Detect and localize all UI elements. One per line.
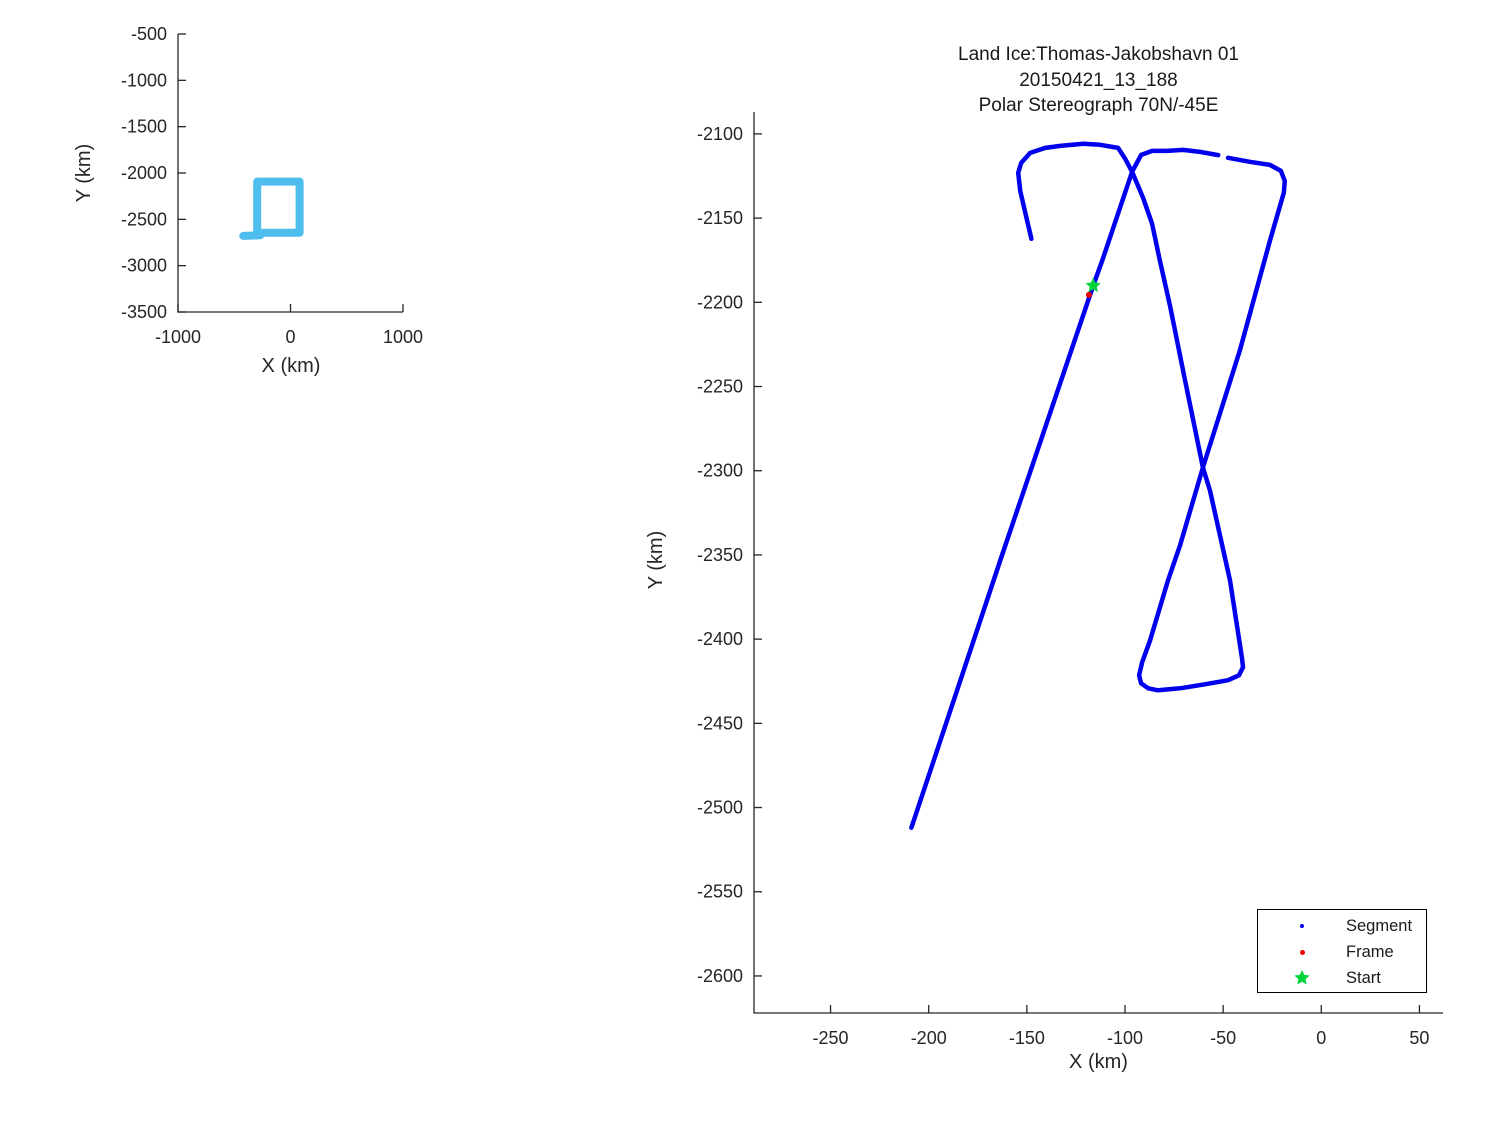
x-tick-label: 0 — [285, 327, 295, 347]
title-line-1: Land Ice:Thomas-Jakobshavn 01 — [958, 44, 1239, 65]
y-tick-label: -2200 — [697, 292, 743, 312]
legend-label-frame: Frame — [1346, 942, 1394, 961]
legend-label-segment: Segment — [1346, 916, 1413, 935]
segment-path — [1015, 141, 1288, 693]
x-tick-label: 50 — [1409, 1028, 1429, 1048]
y-tick-label: -2600 — [697, 966, 743, 986]
y-tick-label: -2500 — [697, 798, 743, 818]
x-tick-label: 0 — [1316, 1028, 1326, 1048]
start-star-icon — [1258, 968, 1346, 988]
legend: Segment Frame Start — [1257, 909, 1427, 993]
x-tick-label: -150 — [1009, 1028, 1045, 1048]
segment-dot-icon — [1258, 924, 1346, 928]
y-tick-label: -2300 — [697, 461, 743, 481]
overview-yaxis-label: Y (km) — [73, 143, 95, 203]
frame-dot-icon — [1258, 949, 1346, 955]
y-tick-label: -2500 — [121, 209, 167, 229]
title-line-2: 20150421_13_188 — [1019, 69, 1178, 91]
main-plot-title: Land Ice:Thomas-Jakobshavn 01 20150421_1… — [754, 42, 1443, 119]
y-tick-label: -1000 — [121, 70, 167, 90]
overview-plot: -1000 0 1000 -3500 -3000 -2500 -2000 -1500 -1000… — [121, 24, 423, 347]
x-tick-label: -250 — [813, 1028, 849, 1048]
main-axes — [753, 112, 1443, 1014]
overview-xaxis-label: X (km) — [261, 355, 321, 377]
legend-dot-glyph — [1299, 949, 1305, 955]
y-tick-label: -1500 — [121, 117, 167, 137]
legend-item-frame: Frame — [1258, 939, 1426, 965]
y-tick-label: -2400 — [697, 629, 743, 649]
x-tick-label: 1000 — [383, 327, 423, 347]
y-tick-label: -2550 — [697, 882, 743, 902]
start-marker — [1085, 277, 1101, 293]
x-tick-label: -1000 — [155, 327, 201, 347]
y-tick-label: -3000 — [121, 256, 167, 276]
y-tick-label: -2150 — [697, 208, 743, 228]
legend-item-segment: Segment — [1258, 913, 1426, 939]
title-line-3: Polar Stereograph 70N/-45E — [978, 95, 1219, 116]
segment-path — [909, 147, 1221, 830]
legend-star-glyph — [1294, 970, 1310, 985]
x-tick-label: -100 — [1107, 1028, 1143, 1048]
coverage-extent-outline — [253, 177, 304, 237]
overview-axes — [177, 34, 403, 313]
y-tick-label: -500 — [131, 24, 167, 44]
legend-label-start: Start — [1346, 968, 1381, 987]
frame-marker — [1085, 291, 1092, 298]
y-tick-label: -2100 — [697, 124, 743, 144]
x-tick-label: -50 — [1210, 1028, 1236, 1048]
star-shape — [1294, 970, 1310, 985]
coverage-extent-tab — [239, 231, 265, 240]
x-tick-label: -200 — [911, 1028, 947, 1048]
legend-item-start: Start — [1258, 965, 1426, 991]
main-yaxis-label: Y (km) — [645, 530, 667, 590]
main-xaxis-label: X (km) — [1069, 1051, 1128, 1073]
y-tick-label: -2350 — [697, 545, 743, 565]
y-tick-label: -2000 — [121, 163, 167, 183]
legend-dot-glyph — [1300, 924, 1304, 928]
y-tick-label: -2250 — [697, 377, 743, 397]
y-tick-label: -3500 — [121, 302, 167, 322]
main-plot: -250 -200 -150 -100 -50 0 50 -2600 -2550 -2500 -24… — [697, 112, 1443, 1048]
y-tick-label: -2450 — [697, 713, 743, 733]
